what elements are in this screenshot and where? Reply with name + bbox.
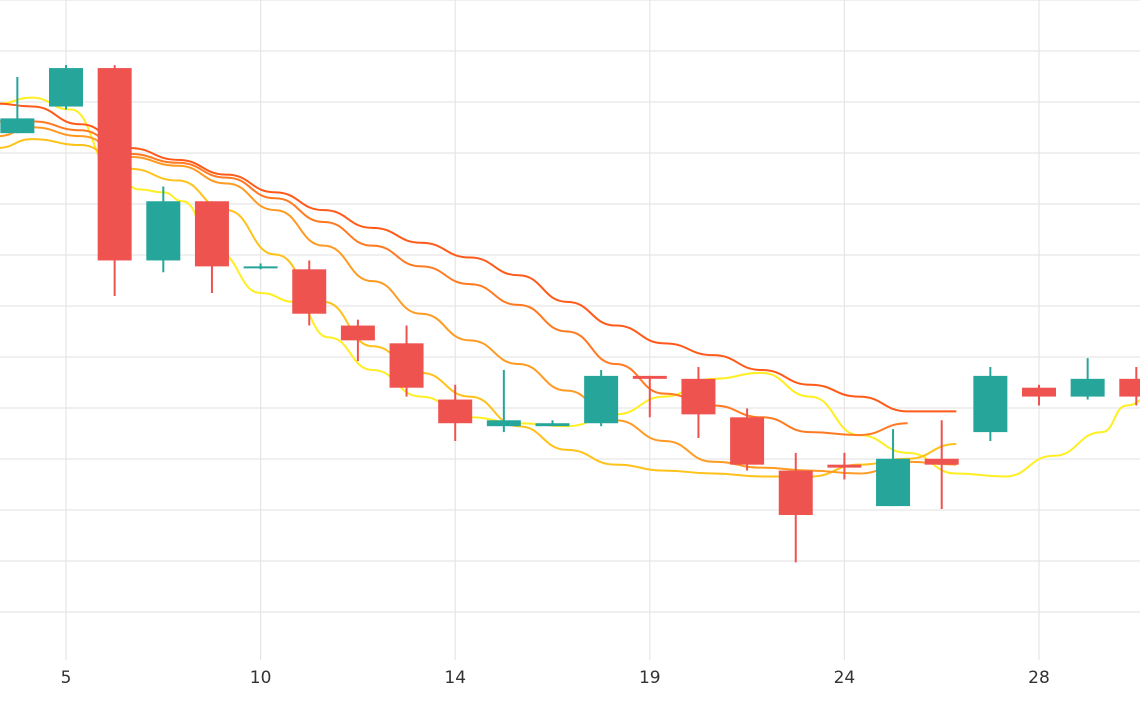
candle-body	[632, 375, 667, 379]
candle-body	[389, 343, 424, 388]
candle-down	[778, 452, 813, 563]
candle-up	[146, 186, 181, 273]
candle-body	[194, 201, 229, 267]
candle-body	[1070, 378, 1105, 397]
candle-body	[730, 417, 765, 465]
x-tick-label: 14	[444, 668, 466, 688]
candle-up	[1070, 358, 1105, 400]
candle-body	[584, 375, 619, 424]
candle-up	[876, 429, 911, 507]
candle-up	[486, 369, 521, 433]
candle-down	[632, 375, 667, 418]
candle-body	[973, 375, 1008, 433]
candle-down	[730, 408, 765, 471]
x-tick-label: 5	[61, 668, 72, 688]
candle-up	[584, 369, 619, 427]
candle-up	[535, 420, 570, 427]
candle-down	[340, 319, 375, 362]
candle-body	[827, 464, 862, 468]
moving-average-line	[0, 126, 957, 475]
x-tick-label: 24	[834, 668, 856, 688]
candle-down	[389, 325, 424, 397]
candle-body	[438, 399, 473, 424]
candle-up	[973, 366, 1008, 441]
moving-average-line	[0, 120, 908, 437]
candle-body	[1119, 378, 1140, 397]
candle-body	[292, 269, 327, 314]
candle-body	[876, 458, 911, 507]
candle-body	[486, 420, 521, 427]
candle-down	[97, 65, 132, 296]
candle-down	[194, 201, 229, 294]
candle-body	[1022, 387, 1056, 397]
candle-down	[1022, 384, 1056, 406]
candle-down	[1119, 366, 1140, 406]
candle-body	[243, 266, 278, 269]
candle-body	[146, 201, 181, 261]
candle-up	[49, 65, 83, 110]
candle-body	[49, 68, 83, 107]
candle-down	[292, 260, 327, 326]
candle-body	[340, 325, 375, 341]
candle-body	[778, 470, 813, 515]
candle-body	[0, 118, 35, 134]
candle-down	[438, 384, 473, 441]
candle-down	[681, 366, 716, 439]
x-axis-tick-labels: 51014192428De	[61, 668, 1050, 688]
x-tick-label: 28	[1028, 668, 1050, 688]
moving-average-line	[0, 102, 957, 413]
grid-layer	[0, 0, 1140, 660]
candle-body	[681, 378, 716, 415]
candle-down	[827, 452, 862, 480]
x-tick-label: 19	[639, 668, 661, 688]
candle-up	[243, 263, 278, 270]
candle-body	[97, 68, 132, 261]
candle-layer	[0, 65, 1140, 563]
candle-body	[535, 423, 570, 427]
moving-average-line	[0, 96, 1140, 478]
candle-up	[0, 76, 35, 134]
candle-down	[924, 420, 959, 510]
moving-average-layer	[0, 96, 1140, 478]
candle-body	[924, 458, 959, 465]
x-tick-label: 10	[250, 668, 272, 688]
